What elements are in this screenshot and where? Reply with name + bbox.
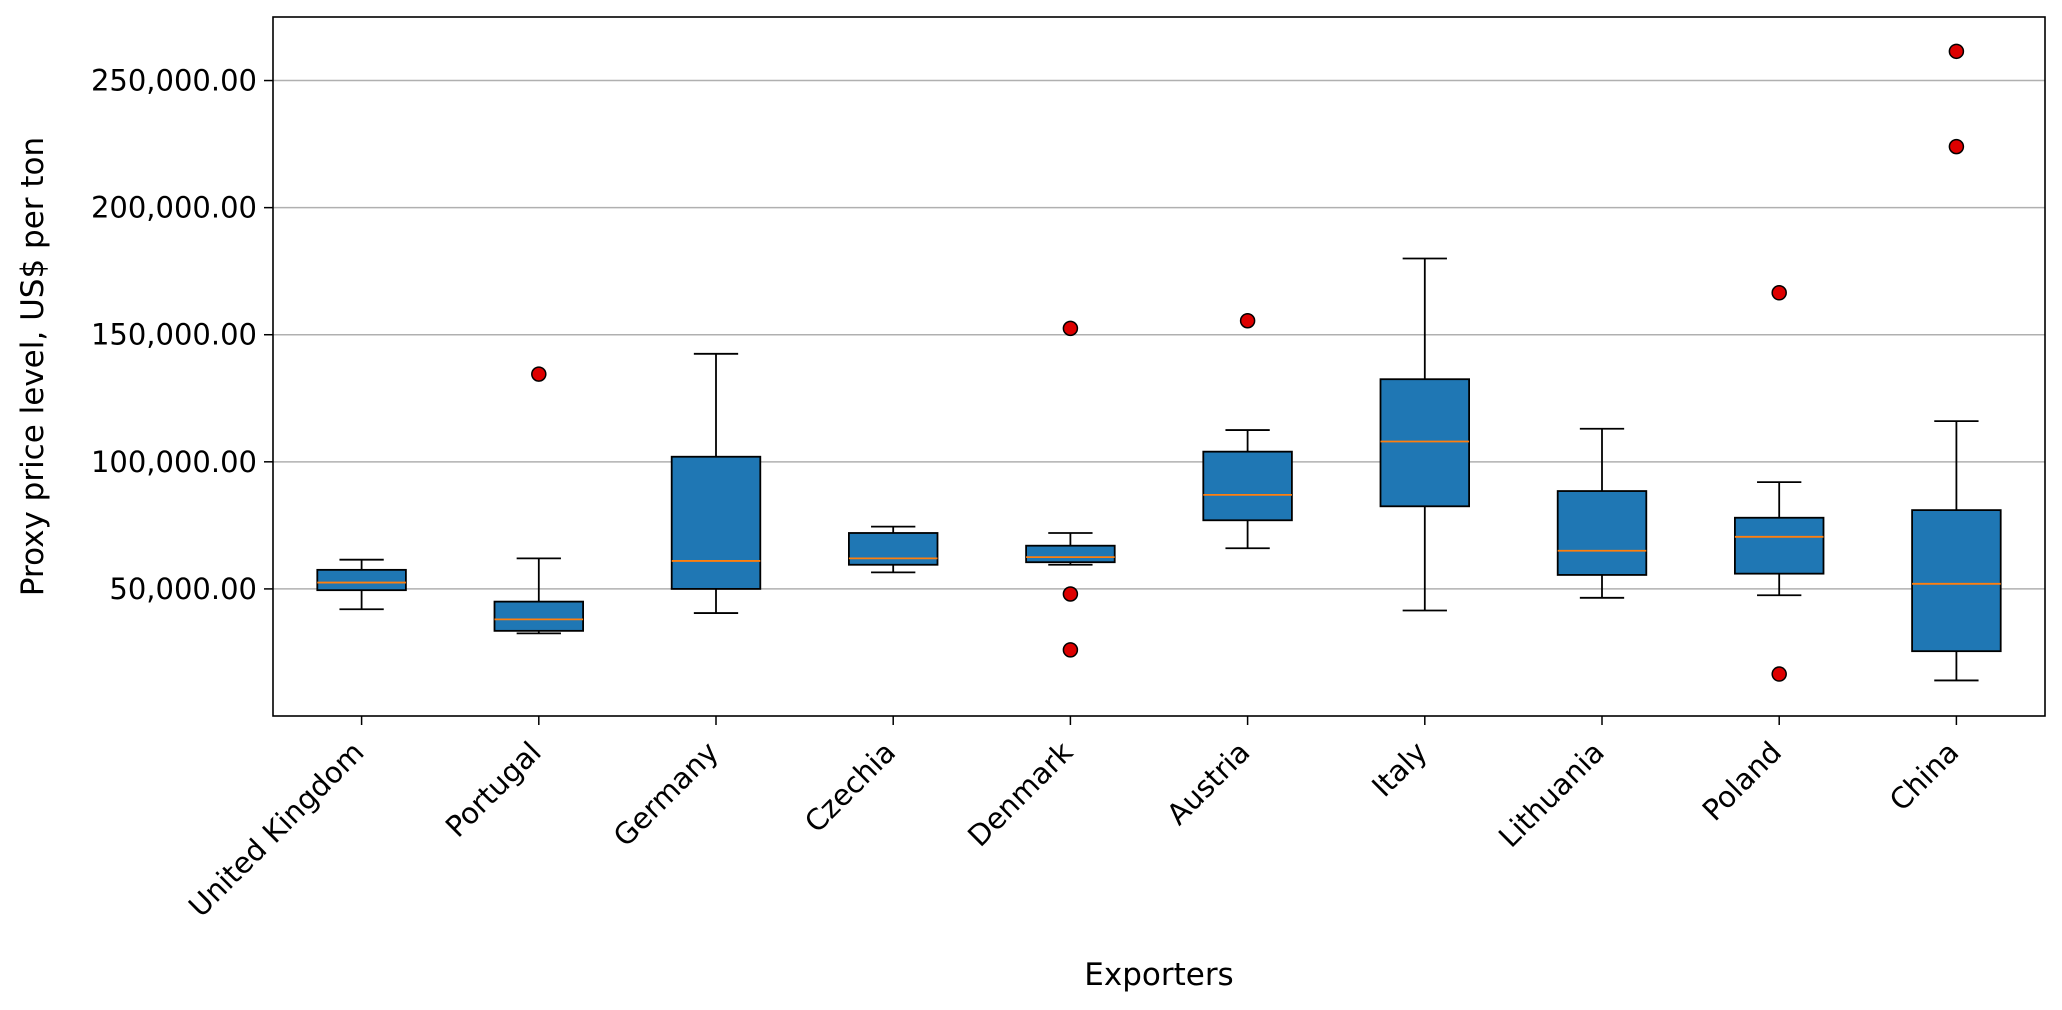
x-tick-label: Czechia: [798, 735, 902, 839]
box-iqr: [1379, 378, 1470, 508]
box-group: [1379, 257, 1470, 612]
box-group: [1556, 427, 1648, 599]
box-group: [1734, 285, 1825, 682]
outlier-point: [1062, 586, 1079, 602]
y-tick-label: 250,000.00: [91, 64, 257, 98]
box-iqr: [670, 455, 762, 590]
x-axis-label: Exporters: [1084, 957, 1233, 993]
box-iqr: [1911, 509, 2002, 653]
x-tick-label: United Kingdom: [182, 735, 371, 924]
x-tick-label: Poland: [1696, 735, 1789, 828]
outlier-point: [1771, 285, 1787, 301]
box-group: [1911, 43, 2002, 682]
y-tick-label: 50,000.00: [109, 572, 257, 606]
outlier-point: [1948, 43, 1965, 60]
outlier-point: [1239, 312, 1256, 329]
y-tick-label: 150,000.00: [91, 318, 257, 352]
grid-lines: [273, 79, 2045, 590]
box-group: [670, 352, 762, 614]
box-group: [848, 525, 939, 574]
box-iqr: [848, 532, 939, 566]
x-tick-label: Lithuania: [1492, 735, 1611, 854]
y-axis-ticks: 50,000.00 100,000.00 150,000.00 200,000.00 2…: [91, 64, 273, 606]
x-tick-label: Denmark: [961, 735, 1079, 853]
outlier-point: [1948, 138, 1965, 155]
y-tick-label: 100,000.00: [91, 445, 257, 479]
box-iqr: [1202, 450, 1293, 522]
box-iqr: [1025, 544, 1116, 564]
outlier-point: [531, 366, 547, 382]
box-group: [493, 366, 584, 635]
plot-frame: [272, 16, 2046, 717]
outlier-point: [1771, 666, 1787, 682]
outlier-point: [1062, 642, 1079, 658]
x-tick-label: China: [1883, 735, 1966, 818]
box-iqr: [1556, 490, 1648, 576]
y-tick-label: 200,000.00: [91, 191, 257, 225]
x-tick-label: Germany: [607, 735, 725, 853]
x-tick-label: Austria: [1160, 735, 1256, 831]
box-iqr: [493, 600, 584, 632]
x-tick-label: Italy: [1365, 735, 1434, 804]
box-iqr: [1734, 516, 1825, 575]
outlier-point: [1062, 320, 1079, 337]
box-series: [316, 43, 2002, 682]
box-group: [316, 558, 407, 611]
y-axis-label: Proxy price level, US$ per ton: [15, 137, 51, 596]
box-group: [1025, 320, 1116, 658]
box-group: [1202, 312, 1293, 550]
x-tick-label: Portugal: [439, 735, 548, 844]
box-iqr: [316, 568, 407, 592]
x-axis-ticks: United Kingdom Portugal Germany Czechia Denm…: [182, 716, 1965, 924]
